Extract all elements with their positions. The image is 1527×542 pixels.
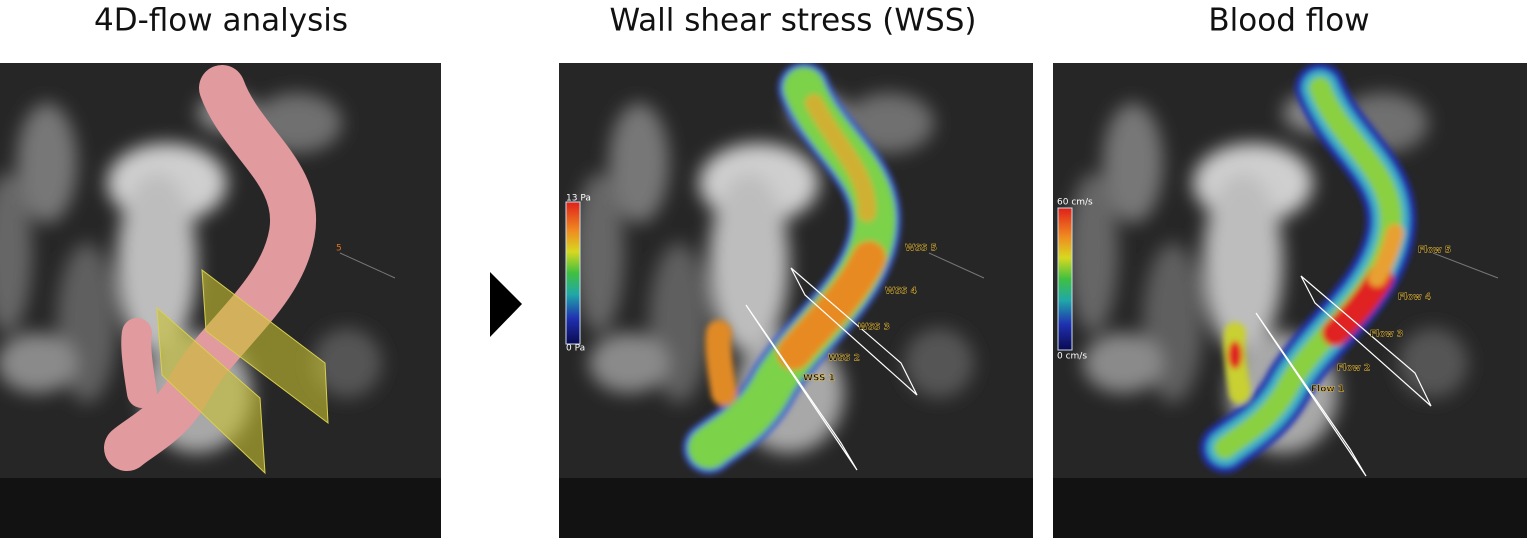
wss-region — [805, 94, 877, 222]
plane — [790, 267, 918, 396]
plane-label: 5 — [336, 244, 342, 254]
plane-label: WSS 1 — [803, 374, 835, 384]
high-wss-region — [777, 241, 886, 370]
plane — [1300, 275, 1432, 407]
plane-label: WSS 5 — [905, 244, 937, 254]
plane-label: Flow 5 — [1418, 246, 1451, 256]
scale-min: 0 cm/s — [1057, 352, 1087, 362]
plane-label: Flow 1 — [1311, 385, 1344, 395]
plane-label: Flow 2 — [1337, 364, 1370, 374]
plane-label: Flow 4 — [1398, 293, 1431, 303]
flow-region — [1368, 224, 1404, 287]
background — [559, 63, 1033, 538]
image-panel: 5 — [0, 63, 441, 538]
panel-title: 4D-flow analysis — [94, 3, 348, 39]
plane — [156, 306, 266, 475]
vessel-branch — [718, 333, 724, 393]
plane-label: WSS 3 — [858, 323, 890, 333]
line — [1432, 252, 1499, 279]
plane-label: Flow 3 — [1370, 330, 1403, 340]
line — [339, 252, 396, 279]
background — [1053, 63, 1527, 538]
plane-label: WSS 2 — [828, 354, 860, 364]
scale-max: 13 Pa — [566, 194, 591, 204]
panel-title: Wall shear stress (WSS) — [609, 3, 976, 39]
plane — [1255, 312, 1367, 477]
high-flow-region — [1228, 341, 1242, 369]
vessel-branch — [136, 333, 142, 393]
plane — [201, 268, 329, 425]
scale-max: 60 cm/s — [1057, 198, 1093, 208]
color-bar — [565, 201, 581, 345]
color-bar — [1057, 207, 1073, 351]
plane — [745, 304, 858, 471]
image-panel: 13 Pa 0 Pa WSS 1 WSS 2 WSS 3 WSS 4 WSS 5 — [559, 63, 1033, 538]
arrow — [490, 272, 522, 337]
panel-title: Blood flow — [1208, 3, 1369, 39]
line — [928, 252, 985, 279]
scale-min: 0 Pa — [566, 344, 585, 354]
image-panel: 60 cm/s 0 cm/s Flow 1 Flow 2 Flow 3 Flow… — [1053, 63, 1527, 538]
plane-label: WSS 4 — [885, 287, 917, 297]
